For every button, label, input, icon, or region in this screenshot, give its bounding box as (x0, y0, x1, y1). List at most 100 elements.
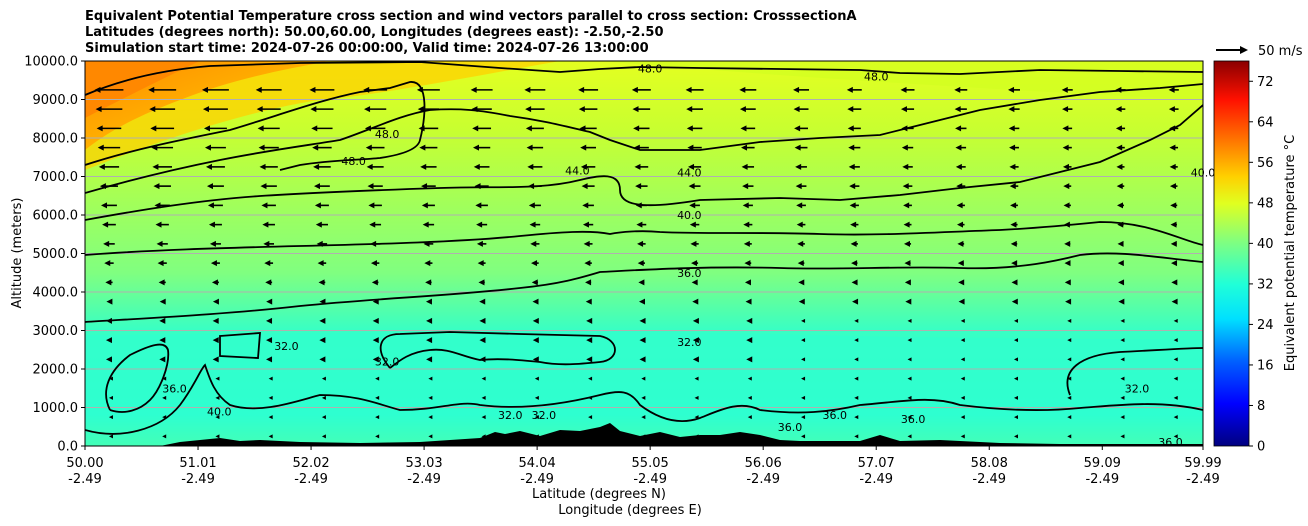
wind-vector-head (1117, 260, 1124, 267)
wind-vector-head (104, 260, 111, 267)
wind-vector-head (364, 125, 371, 132)
wind-vector-head (159, 317, 166, 324)
colorbar-tick-label: 8 (1257, 399, 1265, 414)
wind-vector-head (586, 317, 593, 324)
wind-vector (907, 415, 912, 420)
wind-vector (588, 415, 593, 420)
wind-vector-head (848, 163, 855, 170)
wind-vector (375, 415, 380, 420)
wind-vector-head (579, 125, 586, 132)
wind-vector-head (846, 86, 853, 93)
wind-vector-head (313, 183, 320, 190)
wind-vector-head (686, 106, 693, 113)
wind-vector-head (473, 163, 480, 170)
wind-vector (747, 376, 752, 381)
x-tick-lon: -2.49 (68, 472, 102, 487)
wind-vector (215, 395, 220, 400)
wind-vector (747, 395, 752, 400)
wind-vector-head (581, 183, 588, 190)
wind-vector-head (1063, 183, 1070, 190)
wind-vector-head (419, 144, 426, 151)
wind-vector-head (692, 298, 699, 305)
wind-vector-head (585, 279, 592, 286)
wind-vector-head (477, 260, 484, 267)
wind-vector-head (309, 86, 316, 93)
wind-vector (268, 395, 273, 400)
wind-vector (534, 395, 539, 400)
wind-vector-head (255, 86, 262, 93)
wind-vector-head (958, 279, 965, 286)
wind-vector-head (310, 106, 317, 113)
wind-vector-head (211, 279, 218, 286)
wind-vector (854, 357, 859, 362)
wind-vector-head (956, 202, 963, 209)
wind-vector-head (424, 260, 431, 267)
wind-vector-head (531, 260, 538, 267)
wind-vector-head (203, 125, 210, 132)
wind-vector-head (1011, 298, 1018, 305)
wind-vector-head (204, 144, 211, 151)
wind-vector (854, 338, 859, 343)
wind-vector-head (1169, 144, 1176, 151)
wind-vector-head (316, 240, 323, 247)
x-tick-lon: -2.49 (1186, 472, 1220, 487)
wind-vector (854, 415, 859, 420)
wind-vector-head (1062, 125, 1069, 132)
wind-vector (481, 376, 486, 381)
wind-vector-head (746, 317, 753, 324)
x-tick-lat: 58.08 (971, 456, 1008, 471)
wind-vector-head (532, 298, 539, 305)
contour-label: 48.0 (341, 155, 366, 168)
colorbar-tick-label: 72 (1257, 75, 1274, 90)
wind-vector-head (1011, 279, 1018, 286)
wind-vector-head (742, 183, 749, 190)
x-tick-lat: 59.99 (1184, 456, 1221, 471)
contour-label: 36.0 (823, 409, 848, 422)
wind-vector-head (746, 356, 753, 363)
contour-label: 32.0 (1125, 382, 1150, 395)
wind-vector-head (1010, 202, 1017, 209)
wind-vector (481, 434, 486, 439)
wind-vector (268, 376, 273, 381)
wind-vector (1067, 395, 1072, 400)
wind-vector-head (319, 298, 326, 305)
wind-vector-head (524, 86, 531, 93)
wind-vector-head (1063, 221, 1070, 228)
contour-48-upper (85, 61, 1203, 96)
wind-vector (1173, 318, 1178, 323)
wind-vector (801, 376, 806, 381)
wind-vector-head (578, 106, 585, 113)
wind-vector-head (900, 86, 907, 93)
x-axis-label-lon: Longitude (degrees E) (558, 503, 702, 518)
wind-vector-head (586, 337, 593, 344)
wind-vector-head (1170, 202, 1177, 209)
colorbar-tick-label: 40 (1257, 237, 1274, 252)
contour-40 (85, 104, 1203, 221)
x-tick-lat: 57.07 (858, 456, 895, 471)
wind-vector-head (106, 298, 113, 305)
y-axis-label: Altitude (meters) (10, 198, 25, 309)
wind-vector-head (418, 125, 425, 132)
wind-vector-head (795, 183, 802, 190)
wind-vector (108, 415, 113, 420)
wind-vector-head (312, 144, 319, 151)
wind-vector-head (1011, 260, 1018, 267)
wind-vector-head (741, 144, 748, 151)
wind-vector (108, 434, 113, 439)
wind-vector-head (365, 144, 372, 151)
wind-vector-head (692, 356, 699, 363)
wind-vector-head (955, 125, 962, 132)
contour-label: 40.0 (677, 209, 702, 222)
wind-vector-head (688, 163, 695, 170)
wind-vector-head (212, 356, 219, 363)
x-tick-lon: -2.49 (294, 472, 328, 487)
wind-vector-head (532, 337, 539, 344)
contour-label: 48.0 (375, 128, 400, 141)
wind-vector-head (740, 125, 747, 132)
y-tick-label: 3000.0 (33, 324, 79, 339)
wind-vector-head (1064, 260, 1071, 267)
wind-vector-head (159, 337, 166, 344)
contour-36 (85, 221, 1203, 256)
wind-vector-head (366, 163, 373, 170)
wind-vector-head (585, 298, 592, 305)
